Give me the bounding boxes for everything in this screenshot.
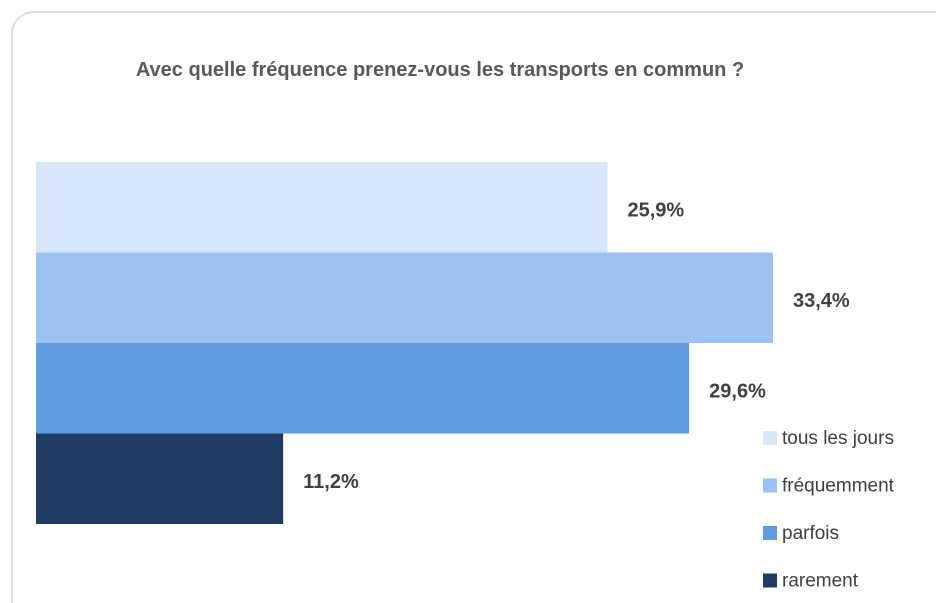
bar <box>36 252 773 343</box>
legend-label: parfois <box>782 523 839 544</box>
legend-swatch <box>763 478 777 493</box>
bar <box>36 343 690 434</box>
legend-swatch <box>763 431 777 445</box>
value-label: 29,6% <box>709 381 766 403</box>
legend-swatch <box>763 526 777 540</box>
legend-label: tous les jours <box>782 428 894 449</box>
legend-swatch <box>763 573 777 588</box>
value-label: 11,2% <box>303 471 359 493</box>
bar <box>36 162 608 253</box>
value-label: 33,4% <box>793 290 850 312</box>
bar <box>36 433 284 524</box>
legend-label: fréquemment <box>782 476 895 497</box>
chart-title: Avec quelle fréquence prenez-vous les tr… <box>135 59 745 81</box>
legend-label: rarement <box>782 571 859 592</box>
value-label: 25,9% <box>628 200 685 222</box>
